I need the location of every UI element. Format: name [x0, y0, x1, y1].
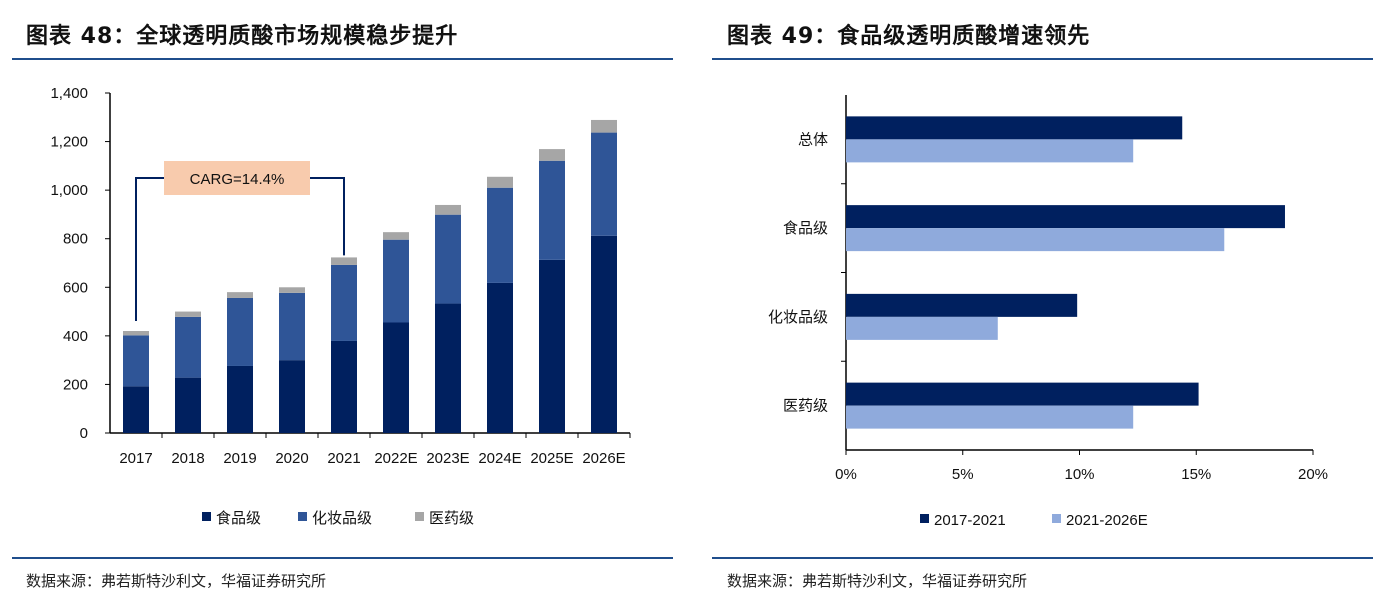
bar-2021-2026E-总体 [846, 139, 1134, 163]
y-tick-label: 400 [63, 328, 88, 345]
cagr-label-box [164, 161, 310, 195]
left-chart-title: 图表 48：全球透明质酸市场规模稳步提升 [26, 24, 459, 49]
bar-医药级-2025E [539, 149, 565, 161]
x-tick-label: 2022E [374, 450, 417, 467]
bar-化妆品级-2017 [123, 335, 149, 387]
bar-食品级-2025E [539, 259, 565, 433]
x-tick-label: 2021 [327, 450, 360, 467]
legend-swatch [415, 512, 424, 521]
bar-食品级-2021 [331, 340, 357, 433]
bar-医药级-2024E [487, 176, 513, 188]
bar-食品级-2022E [383, 322, 409, 433]
legend-swatch [202, 512, 211, 521]
bar-医药级-2020 [279, 287, 305, 293]
y-tick-label: 1,000 [50, 182, 88, 199]
bar-化妆品级-2018 [175, 316, 201, 378]
bar-化妆品级-2025E [539, 160, 565, 260]
x-tick-label: 2020 [275, 450, 308, 467]
x-tick-label: 5% [952, 466, 974, 483]
legend-label: 2021-2026E [1066, 512, 1148, 529]
y-tick-label: 600 [63, 279, 88, 296]
bar-2017-2021-化妆品级 [846, 293, 1078, 317]
y-tick-label: 800 [63, 231, 88, 248]
bar-化妆品级-2021 [331, 264, 357, 341]
bar-2021-2026E-化妆品级 [846, 316, 998, 340]
left-title-rule [12, 58, 673, 60]
legend-swatch [1052, 514, 1061, 523]
x-tick-label: 20% [1298, 466, 1328, 483]
y-tick-label: 化妆品级 [768, 309, 828, 326]
x-tick-label: 2017 [119, 450, 152, 467]
legend-label: 化妆品级 [312, 510, 372, 527]
bar-化妆品级-2023E [435, 214, 461, 304]
cagr-label: CARG=14.4% [190, 171, 285, 188]
bar-化妆品级-2026E [591, 132, 617, 236]
x-tick-label: 2026E [582, 450, 625, 467]
y-tick-label: 1,200 [50, 134, 88, 151]
bar-化妆品级-2019 [227, 297, 253, 366]
bar-食品级-2018 [175, 377, 201, 433]
right-source: 数据来源：弗若斯特沙利文，华福证券研究所 [727, 572, 1028, 590]
right-footer-rule [712, 557, 1373, 559]
bar-医药级-2022E [383, 232, 409, 240]
bar-化妆品级-2020 [279, 292, 305, 361]
bar-化妆品级-2024E [487, 187, 513, 283]
bar-2017-2021-食品级 [846, 205, 1285, 229]
y-tick-label: 200 [63, 376, 88, 393]
x-tick-label: 2025E [530, 450, 573, 467]
right-chart-title: 图表 49：食品级透明质酸增速领先 [727, 24, 1091, 49]
bar-医药级-2018 [175, 311, 201, 317]
bar-食品级-2026E [591, 235, 617, 433]
legend-swatch [920, 514, 929, 523]
bar-2021-2026E-食品级 [846, 228, 1225, 252]
bar-医药级-2026E [591, 119, 617, 133]
y-tick-label: 医药级 [783, 398, 828, 415]
y-tick-label: 1,400 [50, 85, 88, 102]
bar-2021-2026E-医药级 [846, 405, 1134, 429]
x-tick-label: 2018 [171, 450, 204, 467]
x-tick-label: 2024E [478, 450, 521, 467]
legend-label: 2017-2021 [934, 512, 1006, 529]
bar-食品级-2023E [435, 303, 461, 433]
legend-label: 食品级 [216, 510, 261, 527]
left-footer-rule [12, 557, 673, 559]
bar-医药级-2023E [435, 204, 461, 215]
bar-医药级-2021 [331, 257, 357, 265]
legend-label: 医药级 [429, 510, 474, 527]
legend-swatch [298, 512, 307, 521]
bar-医药级-2017 [123, 331, 149, 336]
left-source: 数据来源：弗若斯特沙利文，华福证券研究所 [26, 572, 327, 590]
y-tick-label: 食品级 [783, 220, 828, 237]
bar-食品级-2020 [279, 360, 305, 433]
bar-医药级-2019 [227, 292, 253, 298]
bar-2017-2021-总体 [846, 116, 1183, 140]
bar-化妆品级-2022E [383, 239, 409, 323]
x-tick-label: 15% [1181, 466, 1211, 483]
y-tick-label: 0 [80, 425, 88, 442]
x-tick-label: 2019 [223, 450, 256, 467]
bar-食品级-2017 [123, 386, 149, 433]
y-tick-label: 总体 [798, 131, 828, 148]
x-tick-label: 2023E [426, 450, 469, 467]
x-tick-label: 0% [835, 466, 857, 483]
bar-2017-2021-医药级 [846, 382, 1199, 406]
bar-食品级-2024E [487, 282, 513, 433]
right-title-rule [712, 58, 1373, 60]
bar-食品级-2019 [227, 365, 253, 433]
x-tick-label: 10% [1064, 466, 1094, 483]
